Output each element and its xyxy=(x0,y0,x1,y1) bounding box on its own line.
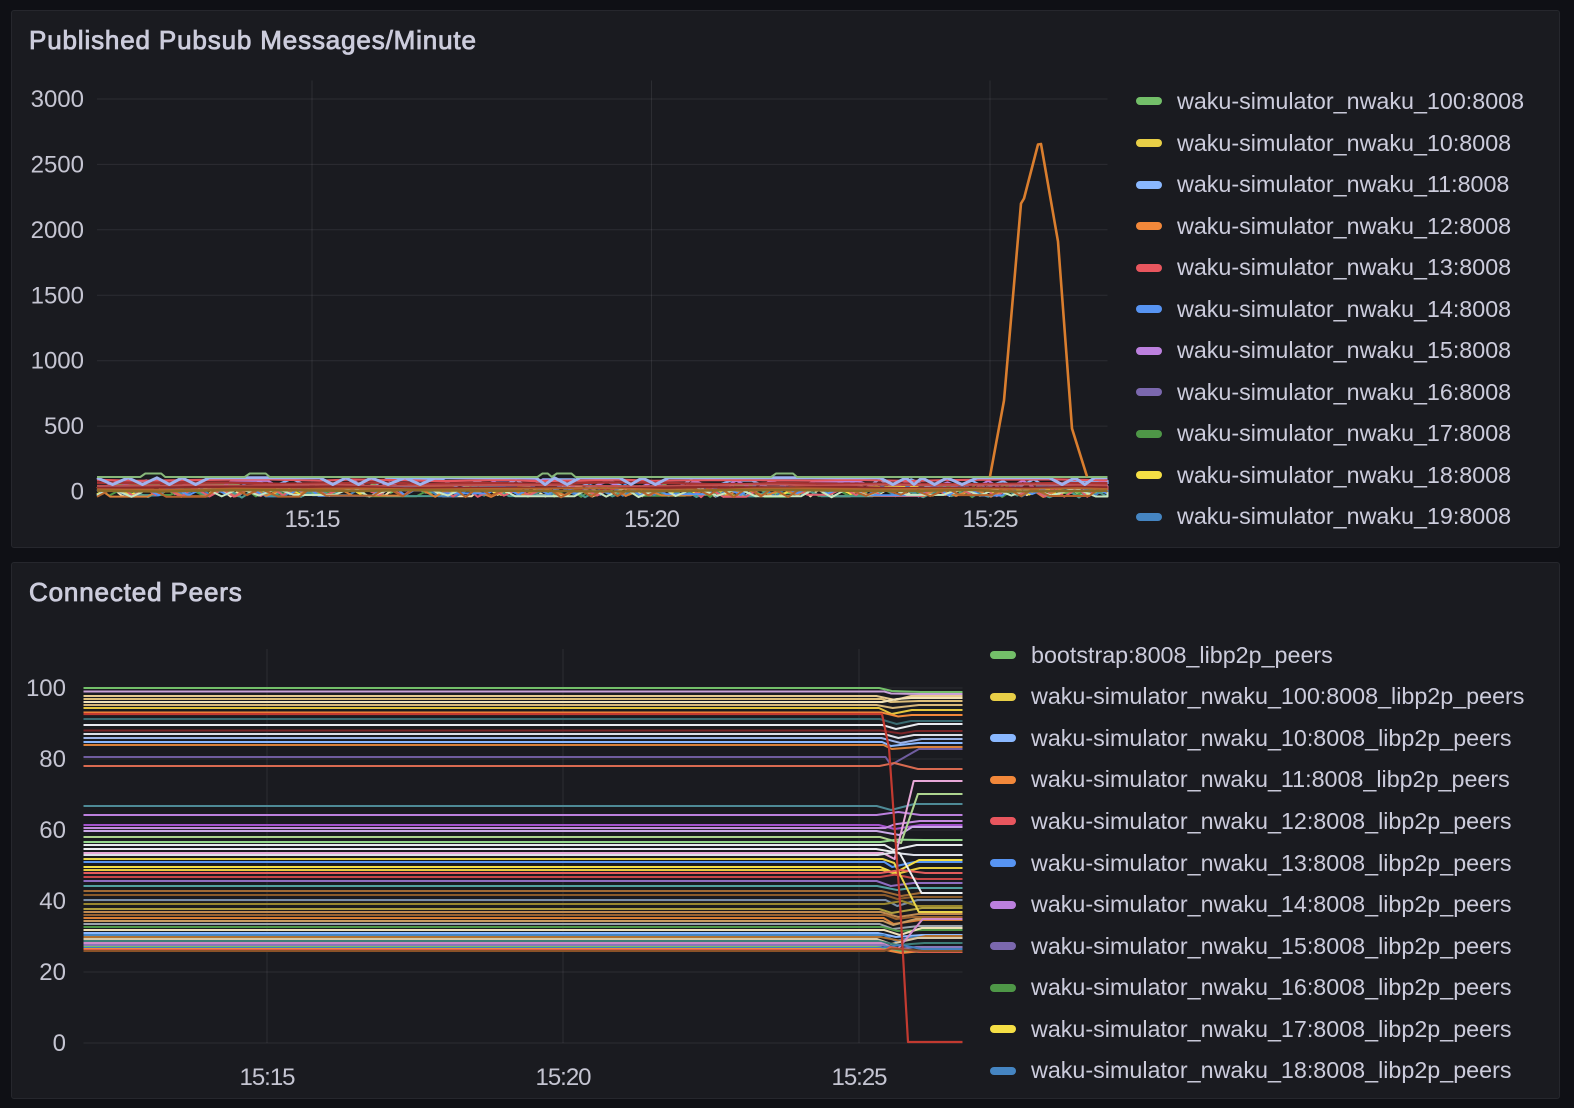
svg-text:80: 80 xyxy=(39,746,66,773)
svg-text:2500: 2500 xyxy=(31,151,84,178)
svg-text:1500: 1500 xyxy=(31,282,84,309)
svg-text:60: 60 xyxy=(39,817,66,844)
svg-text:500: 500 xyxy=(44,413,84,440)
svg-text:15:15: 15:15 xyxy=(284,506,340,533)
svg-text:3000: 3000 xyxy=(31,86,84,113)
svg-text:0: 0 xyxy=(71,479,84,506)
svg-text:20: 20 xyxy=(39,959,66,986)
svg-text:1000: 1000 xyxy=(31,348,84,375)
svg-text:15:20: 15:20 xyxy=(535,1064,591,1091)
svg-text:40: 40 xyxy=(39,888,66,915)
svg-text:15:25: 15:25 xyxy=(831,1064,887,1091)
svg-text:15:25: 15:25 xyxy=(962,506,1018,533)
svg-text:0: 0 xyxy=(53,1030,66,1057)
svg-text:100: 100 xyxy=(26,675,66,702)
svg-text:15:15: 15:15 xyxy=(239,1064,295,1091)
svg-text:15:20: 15:20 xyxy=(624,506,680,533)
svg-text:2000: 2000 xyxy=(31,217,84,244)
